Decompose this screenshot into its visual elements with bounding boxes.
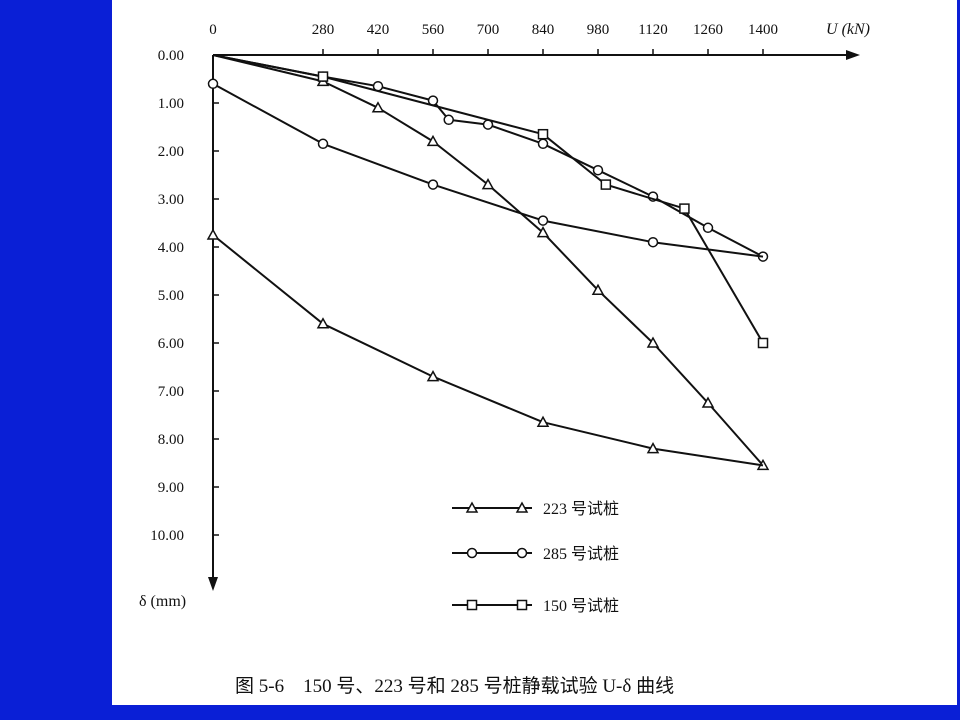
data-point <box>537 215 549 226</box>
y-tick-label: 10.00 <box>150 528 184 544</box>
x-tick-label: 980 <box>587 22 610 38</box>
legend-label: 285 号试桩 <box>543 545 619 563</box>
y-tick-label: 3.00 <box>158 192 184 208</box>
y-tick-label: 8.00 <box>158 432 184 448</box>
data-point <box>426 134 440 147</box>
y-axis-title: δ (mm) <box>139 593 186 610</box>
y-tick-label: 7.00 <box>158 384 184 400</box>
data-point <box>537 138 549 150</box>
data-point <box>702 222 714 234</box>
x-axis-arrow <box>846 50 860 60</box>
x-tick-label: 0 <box>209 22 217 38</box>
legend-label: 150 号试桩 <box>543 597 619 615</box>
y-tick-label: 2.00 <box>158 144 184 160</box>
series-1 <box>206 54 770 471</box>
series-layer <box>206 54 770 471</box>
chart: 0 280 420 560 700 840 980 1120 1260 1400 U (kN) 0.0… <box>139 21 870 697</box>
data-point <box>536 415 550 427</box>
series-line-loading <box>212 54 764 344</box>
x-axis-title: U (kN) <box>826 21 870 38</box>
legend-marker <box>516 599 528 611</box>
series-line-unloading <box>212 234 764 467</box>
data-point <box>371 101 385 113</box>
data-point <box>207 78 219 90</box>
data-point <box>316 317 330 329</box>
data-point <box>537 128 549 140</box>
data-point <box>317 138 329 150</box>
series-3 <box>212 54 769 349</box>
y-tick-label: 1.00 <box>158 96 184 112</box>
y-tick-label: 4.00 <box>158 240 184 256</box>
data-point <box>426 370 440 382</box>
legend: 223 号试桩 285 号试桩 150 号试桩 <box>452 500 619 615</box>
data-point <box>701 396 715 408</box>
data-point <box>206 228 220 240</box>
series-line-unloading <box>212 82 764 258</box>
data-point <box>481 178 495 190</box>
series-line-loading <box>212 54 764 258</box>
y-tick-label: 6.00 <box>158 336 184 352</box>
data-point <box>647 236 659 248</box>
figure-caption: 图 5-6 150 号、223 号和 285 号桩静载试验 U-δ 曲线 <box>235 675 674 697</box>
series-line-loading <box>212 54 764 467</box>
y-axis-arrow <box>208 577 218 591</box>
figure-panel: 0 280 420 560 700 840 980 1120 1260 1400 U (kN) 0.0… <box>112 0 957 705</box>
legend-marker <box>466 547 478 559</box>
legend-marker <box>516 547 528 559</box>
axes: 0 280 420 560 700 840 980 1120 1260 1400 U (kN) 0.0… <box>139 21 870 610</box>
x-tick-label: 1400 <box>748 22 778 38</box>
data-point <box>646 336 660 348</box>
x-tick-label: 1260 <box>693 22 723 38</box>
data-point <box>317 71 329 82</box>
y-tick-label: 5.00 <box>158 288 184 304</box>
legend-label: 223 号试桩 <box>543 500 619 518</box>
data-point <box>646 442 660 454</box>
legend-marker <box>515 501 529 513</box>
x-tick-label: 700 <box>477 22 500 38</box>
data-point <box>427 179 439 190</box>
data-point <box>679 203 690 214</box>
x-tick-label: 560 <box>422 22 445 38</box>
y-tick-label: 0.00 <box>158 48 184 64</box>
data-point <box>443 114 454 126</box>
legend-marker <box>466 599 478 611</box>
legend-marker <box>465 501 479 513</box>
data-point <box>600 179 612 190</box>
data-point <box>757 337 769 349</box>
x-tick-label: 840 <box>532 22 555 38</box>
y-tick-label: 9.00 <box>158 480 184 496</box>
x-tick-label: 280 <box>312 22 335 38</box>
data-point <box>591 283 605 295</box>
x-tick-label: 420 <box>367 22 390 38</box>
x-tick-label: 1120 <box>638 22 667 38</box>
data-point <box>592 164 604 176</box>
series-2 <box>207 54 769 262</box>
data-point <box>536 226 550 238</box>
